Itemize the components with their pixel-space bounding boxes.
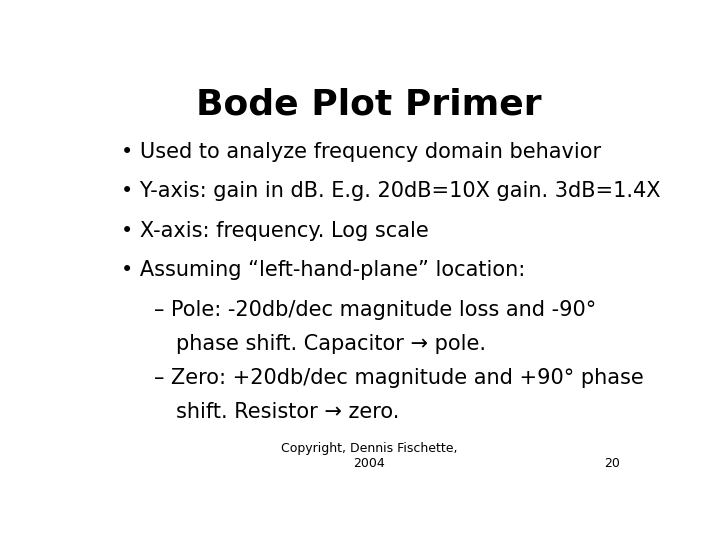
Text: • Used to analyze frequency domain behavior: • Used to analyze frequency domain behav… (121, 141, 600, 161)
Text: • X-axis: frequency. Log scale: • X-axis: frequency. Log scale (121, 221, 428, 241)
Text: Bode Plot Primer: Bode Plot Primer (196, 87, 542, 122)
Text: – Pole: -20db/dec magnitude loss and -90°: – Pole: -20db/dec magnitude loss and -90… (154, 300, 596, 320)
Text: • Assuming “left-hand-plane” location:: • Assuming “left-hand-plane” location: (121, 260, 525, 280)
Text: 20: 20 (604, 457, 620, 470)
Text: Copyright, Dennis Fischette,
2004: Copyright, Dennis Fischette, 2004 (281, 442, 457, 470)
Text: • Y-axis: gain in dB. E.g. 20dB=10X gain. 3dB=1.4X: • Y-axis: gain in dB. E.g. 20dB=10X gain… (121, 181, 660, 201)
Text: – Zero: +20db/dec magnitude and +90° phase: – Zero: +20db/dec magnitude and +90° pha… (154, 368, 644, 388)
Text: phase shift. Capacitor → pole.: phase shift. Capacitor → pole. (176, 334, 487, 354)
Text: shift. Resistor → zero.: shift. Resistor → zero. (176, 402, 400, 422)
